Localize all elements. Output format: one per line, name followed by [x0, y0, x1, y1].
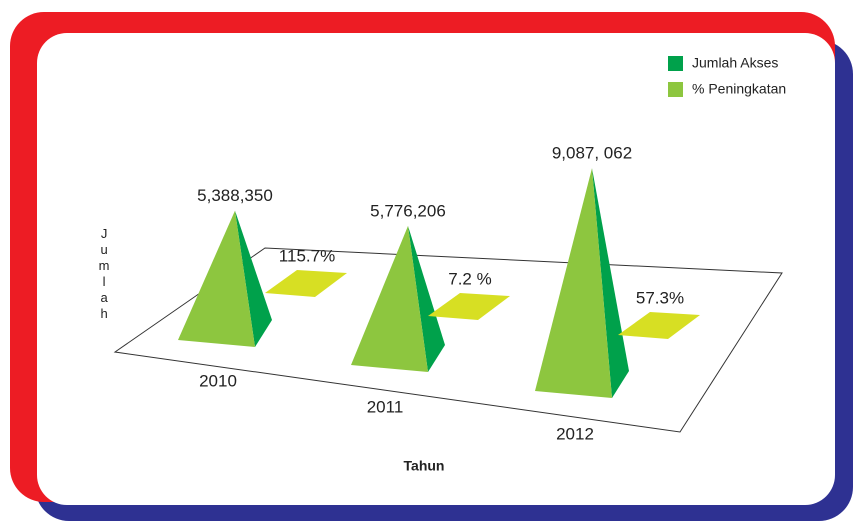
x-tick-label: 2010 [199, 371, 237, 390]
pyramid-side [235, 210, 272, 347]
legend-label: % Peningkatan [692, 81, 786, 97]
percent-marker [618, 312, 700, 339]
value-label: 57.3% [636, 288, 684, 307]
x-axis-title: Tahun [404, 458, 445, 474]
value-label: 115.7% [279, 246, 335, 265]
pyramid-front [535, 168, 612, 398]
legend-swatch [668, 56, 683, 71]
pyramid [535, 168, 629, 398]
x-tick-label: 2012 [556, 424, 594, 443]
pyramid-front [178, 210, 255, 347]
percent-marker [265, 270, 347, 297]
pyramid [178, 210, 272, 347]
x-tick-label: 2011 [367, 397, 404, 416]
legend-swatch [668, 82, 683, 97]
pyramid-side [592, 168, 629, 398]
pyramid-front [351, 225, 428, 372]
value-label: 9,087, 062 [552, 144, 632, 163]
pyramid-side [408, 225, 445, 372]
legend-label: Jumlah Akses [692, 55, 778, 71]
pyramid [351, 225, 445, 372]
y-axis-title: Jumlah [97, 226, 112, 322]
value-label: 5,776,206 [370, 201, 446, 220]
value-label: 7.2 % [448, 269, 491, 288]
value-label: 5,388,350 [197, 186, 273, 205]
percent-marker [428, 293, 510, 320]
